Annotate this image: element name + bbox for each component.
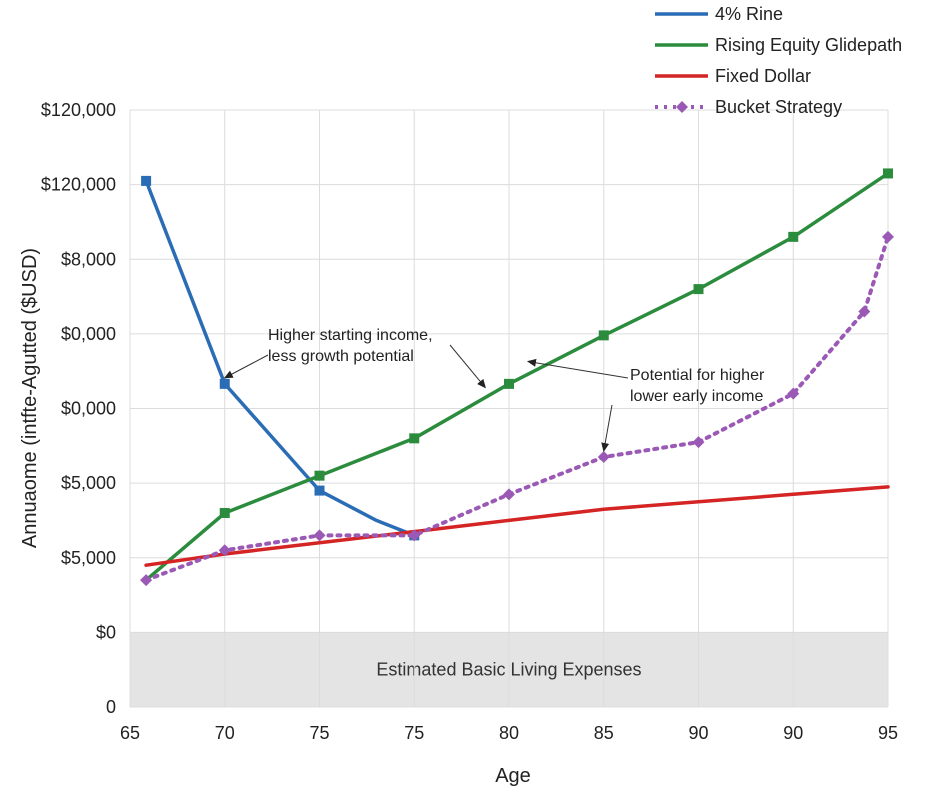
data-point — [408, 529, 421, 542]
x-tick-label: 85 — [594, 723, 614, 743]
data-point — [858, 305, 871, 318]
y-axis-title: Annuaome (intfte-Agutted ($USD) — [19, 248, 41, 548]
data-point — [140, 574, 153, 587]
y-tick-label: $5,000 — [61, 548, 116, 568]
data-point — [313, 529, 326, 542]
data-point — [219, 378, 230, 389]
data-point — [882, 230, 894, 243]
annotation-arrow — [601, 404, 613, 452]
series-layer — [140, 168, 894, 587]
y-tick-label: $0,000 — [61, 324, 116, 344]
data-point — [314, 485, 325, 496]
data-point — [219, 507, 230, 518]
data-point — [503, 488, 515, 501]
x-tick-label: 90 — [688, 723, 708, 743]
annotation: Higher starting income, less growth poten… — [223, 327, 486, 389]
data-point — [598, 330, 609, 341]
x-tick-label: 90 — [783, 723, 803, 743]
legend-label: Bucket Strategy — [715, 97, 842, 117]
data-point — [597, 451, 610, 464]
legend-label: 4% Rine — [715, 4, 783, 24]
series-bucket-strategy — [140, 230, 894, 587]
data-point — [693, 284, 704, 295]
y-tick-label: $120,000 — [41, 100, 116, 120]
annotation-text: Higher starting income, — [268, 327, 433, 344]
y-tick-label: $0,000 — [61, 399, 116, 419]
data-point — [141, 175, 152, 186]
data-point — [883, 168, 893, 179]
legend-item: Bucket Strategy — [655, 97, 842, 117]
annotations: Higher starting income, less growth poten… — [223, 327, 765, 452]
legend-item: 4% Rine — [655, 4, 783, 24]
legend-item: Rising Equity Glidepath — [655, 35, 902, 55]
data-point — [788, 231, 799, 242]
x-tick-label: 75 — [404, 723, 424, 743]
annotation-arrow — [223, 354, 269, 379]
data-point — [676, 101, 688, 113]
data-point — [218, 544, 231, 557]
annotation-arrow — [449, 344, 486, 389]
annotation-arrow — [526, 358, 629, 379]
y-tick-label: $8,000 — [61, 249, 116, 269]
x-tick-label: 80 — [499, 723, 519, 743]
data-point — [787, 387, 800, 400]
annotation-text: lower early income — [630, 388, 763, 405]
legend-item: Fixed Dollar — [655, 66, 811, 86]
x-tick-label: 65 — [120, 723, 140, 743]
x-axis-title: Age — [495, 765, 531, 787]
y-tick-label: $0 — [96, 622, 116, 642]
y-tick-label: $120,000 — [41, 175, 116, 195]
legend-label: Rising Equity Glidepath — [715, 35, 902, 55]
data-point — [504, 378, 514, 389]
series-rising-equity-glidepath — [144, 168, 893, 582]
x-tick-label: 70 — [215, 723, 235, 743]
legend-label: Fixed Dollar — [715, 66, 811, 86]
data-point — [409, 433, 420, 444]
series-fixed-dollar — [144, 485, 890, 567]
grid — [129, 109, 889, 708]
axes: 65 70 75 75 80 85 90 90 95 0 $0 $5,000 $5,000 $0,000 $… — [41, 100, 898, 743]
data-point — [692, 436, 705, 449]
annotation: Potential for higher lower early income — [526, 358, 765, 452]
x-tick-label: 95 — [878, 723, 898, 743]
x-tick-label: 75 — [309, 723, 329, 743]
data-point — [314, 470, 325, 481]
y-tick-label: $5,000 — [61, 473, 116, 493]
annotation-text: Potential for higher — [630, 367, 765, 384]
legend: 4% Rine Rising Equity Glidepath Fixed Doll… — [655, 4, 902, 117]
series-line — [144, 485, 890, 567]
y-tick-label: 0 — [106, 697, 116, 717]
series-line — [144, 234, 890, 583]
annotation-text: less growth potential — [268, 348, 414, 365]
